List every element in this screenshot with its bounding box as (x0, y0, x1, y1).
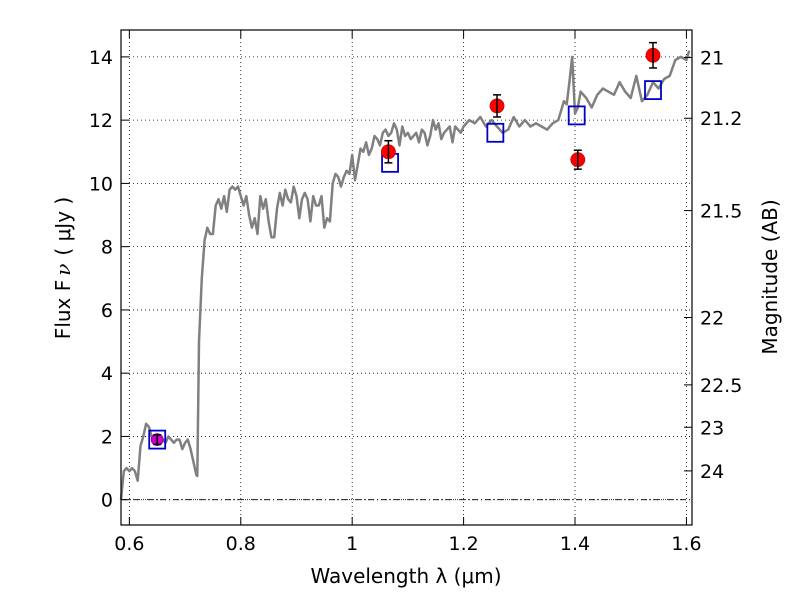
x-tick-label-1: 0.8 (226, 533, 256, 555)
y-axis-label: Flux F ν ( μJy ) (51, 197, 75, 339)
model-square-4 (644, 80, 662, 100)
y2-tick-label-6: 24 (700, 461, 724, 483)
plot-frame (120, 29, 693, 526)
y2-tick-label-1: 21.2 (700, 108, 742, 130)
y-tick-label-1: 2 (101, 426, 113, 448)
y-tick-label-7: 14 (89, 47, 113, 69)
x-tick-label-4: 1.4 (560, 533, 590, 555)
y-tick-label-2: 4 (101, 363, 113, 385)
x-tick-label-5: 1.6 (671, 533, 701, 555)
model-square-2 (486, 122, 505, 143)
y2-tick-label-5: 23 (700, 417, 724, 439)
y-axis-label-nu: ν (51, 264, 75, 276)
grid-lines (121, 30, 692, 525)
observed-photometry-points (150, 41, 661, 447)
plot-border (120, 29, 693, 526)
y-tick-label-0: 0 (101, 490, 113, 512)
y2-tick-label-4: 22.5 (700, 375, 742, 397)
y2-axis-ticks: 21 21.2 21.5 22 22.5 23 24 (684, 48, 742, 483)
y2-tick-label-2: 21.5 (700, 201, 742, 223)
y-axis-ticks: 0 2 4 6 8 10 12 14 (89, 47, 129, 512)
x-axis-ticks: 0.6 0.8 1 1.2 1.4 1.6 (114, 30, 702, 555)
y-tick-label-5: 10 (89, 173, 113, 195)
y-tick-label-6: 12 (89, 110, 113, 132)
y-tick-label-4: 8 (101, 237, 113, 259)
y2-axis-label: Magnitude (AB) (758, 199, 782, 354)
y2-tick-label-3: 22 (700, 308, 724, 330)
y2-tick-label-0: 21 (700, 48, 724, 70)
y-axis-label-unit: ( μJy ) (51, 197, 75, 256)
spectrum-line (119, 50, 691, 500)
x-tick-label-2: 1 (346, 533, 358, 555)
y-tick-label-3: 6 (101, 300, 113, 322)
model-square-3 (567, 105, 586, 126)
x-tick-label-3: 1.2 (448, 533, 478, 555)
svg-text:Flux Fν( μJy ): Flux F ν ( μJy ) (51, 197, 75, 339)
x-axis-label: Wavelength λ (μm) (310, 564, 501, 588)
y-axis-label-flux: Flux F (51, 280, 75, 339)
model-square-0 (148, 429, 167, 450)
x-tick-label-0: 0.6 (114, 533, 144, 555)
